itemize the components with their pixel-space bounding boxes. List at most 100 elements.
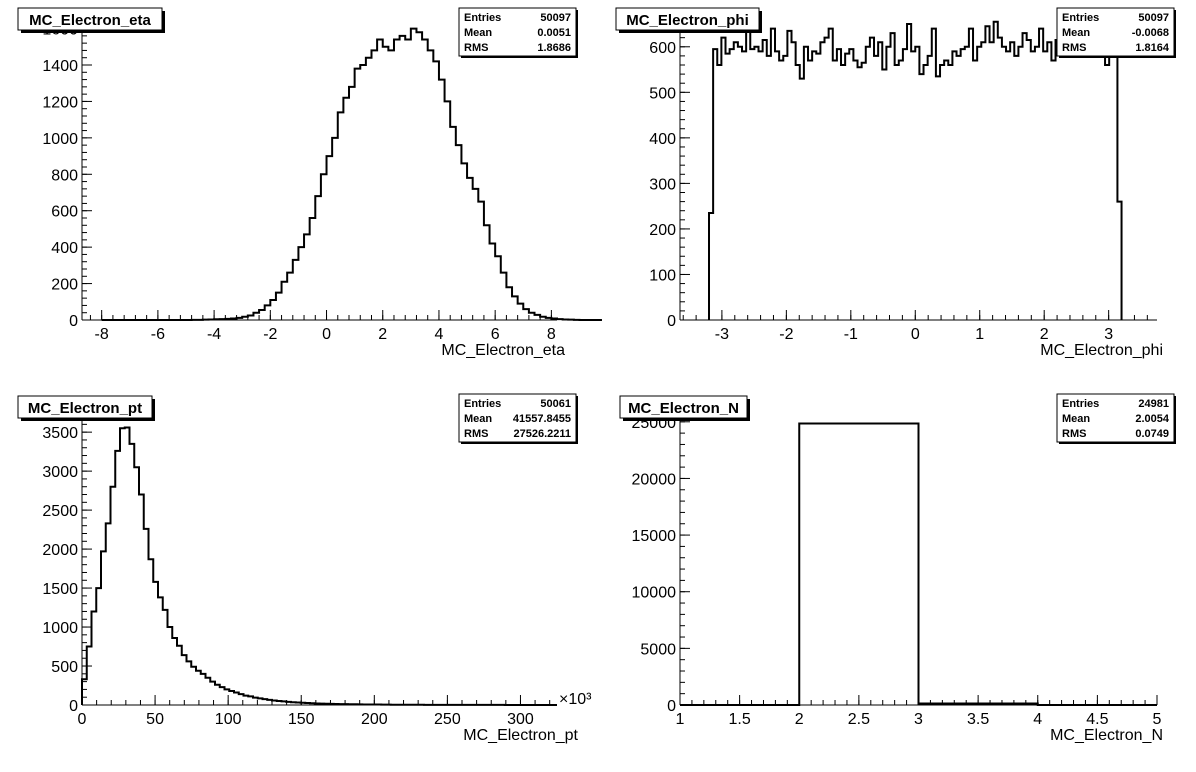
stats-value: 0.0749 [1135, 428, 1169, 440]
x-tick-label: 2 [795, 711, 804, 728]
stats-label: Mean [464, 27, 492, 39]
x-tick-label: -3 [715, 326, 729, 343]
title-box [17, 7, 163, 31]
x-tick-label: 100 [215, 711, 242, 728]
stats-value: 1.8686 [537, 42, 571, 54]
histogram-pad-2: 0 50 100 150 200 250 3000500100015002000250030… [17, 393, 592, 744]
x-tick-label: -2 [263, 326, 277, 343]
stats-box [458, 393, 577, 443]
x-tick-label: -8 [95, 326, 109, 343]
title-box [619, 395, 748, 419]
x-tick-label: -2 [779, 326, 793, 343]
x-tick-label: -6 [151, 326, 165, 343]
stats-value: 41557.8455 [513, 413, 571, 425]
y-tick-label: 500 [649, 85, 676, 102]
y-tick-label: 20000 [632, 471, 677, 488]
stats-label: RMS [1062, 428, 1086, 440]
x-tick-label: 150 [288, 711, 315, 728]
y-tick-label: 15000 [632, 528, 677, 545]
y-tick-label: 500 [51, 659, 78, 676]
y-tick-label: 0 [667, 698, 676, 715]
x-tick-label: -1 [844, 326, 858, 343]
x-tick-label: 1 [975, 326, 984, 343]
y-tick-label: 2000 [42, 542, 78, 559]
histogram-bars [680, 422, 1157, 706]
histogram-bars [708, 20, 1123, 320]
stats-label: Entries [464, 398, 501, 410]
y-tick-label: 2500 [42, 503, 78, 520]
y-tick-label: 1000 [42, 620, 78, 637]
y-tick-label: 0 [667, 313, 676, 330]
y-tick-label: 0 [69, 313, 78, 330]
stats-value: 27526.2211 [513, 428, 571, 440]
y-tick-label: 200 [649, 222, 676, 239]
stats-value: 50061 [540, 398, 571, 410]
stats-value: 0.0051 [537, 27, 571, 39]
x-tick-label: 1.5 [729, 711, 751, 728]
stats-box [458, 7, 577, 57]
x-tick-label: 3 [914, 711, 923, 728]
stats-value: 24981 [1138, 398, 1169, 410]
x-tick-label: 3.5 [967, 711, 989, 728]
histogram-pad-1: -3 -2 -1 0 1 2 3 0 100 200 300 400 500 600 MC_Electron… [615, 7, 1176, 359]
x-tick-label: 6 [491, 326, 500, 343]
x-exponent-label: ×10³ [559, 691, 592, 708]
stats-value: 50097 [540, 12, 571, 24]
stats-value: -0.0068 [1132, 27, 1169, 39]
y-tick-label: 3500 [42, 425, 78, 442]
stats-label: Entries [1062, 12, 1099, 24]
x-tick-label: 0 [322, 326, 331, 343]
x-tick-label: 250 [434, 711, 461, 728]
y-tick-label: 200 [51, 277, 78, 294]
x-tick-label: -4 [207, 326, 221, 343]
y-tick-label: 400 [51, 240, 78, 257]
x-tick-label: 4.5 [1086, 711, 1108, 728]
x-axis-title: MC_Electron_eta [441, 342, 565, 359]
stats-label: RMS [464, 428, 488, 440]
histogram-title: MC_Electron_eta [29, 12, 151, 29]
x-tick-label: 2.5 [848, 711, 870, 728]
histogram-title: MC_Electron_phi [626, 12, 749, 29]
histogram-title: MC_Electron_N [628, 400, 739, 417]
stats-label: RMS [464, 42, 488, 54]
y-tick-label: 100 [649, 267, 676, 284]
y-tick-label: 300 [649, 176, 676, 193]
y-tick-label: 1200 [42, 94, 78, 111]
y-tick-label: 600 [51, 204, 78, 221]
stats-label: Entries [1062, 398, 1099, 410]
x-tick-label: 5 [1153, 711, 1162, 728]
stats-label: Mean [1062, 413, 1090, 425]
y-tick-label: 1400 [42, 58, 78, 75]
x-tick-label: 2 [1040, 326, 1049, 343]
stats-value: 1.8164 [1135, 42, 1170, 54]
x-tick-label: 50 [146, 711, 164, 728]
x-tick-label: 4 [434, 326, 443, 343]
x-tick-label: 0 [911, 326, 920, 343]
x-tick-label: 1 [676, 711, 685, 728]
stats-value: 50097 [1138, 12, 1169, 24]
x-tick-label: 2 [378, 326, 387, 343]
x-tick-label: 0 [78, 711, 87, 728]
y-tick-label: 0 [69, 698, 78, 715]
x-tick-label: 300 [507, 711, 534, 728]
x-tick-label: 3 [1104, 326, 1113, 343]
x-axis-title: MC_Electron_phi [1040, 342, 1163, 359]
y-tick-label: 1500 [42, 581, 78, 598]
title-box [17, 395, 153, 419]
stats-value: 2.0054 [1135, 413, 1170, 425]
y-tick-label: 600 [649, 40, 676, 57]
x-tick-label: 8 [547, 326, 556, 343]
stats-label: Entries [464, 12, 501, 24]
stats-label: RMS [1062, 42, 1086, 54]
y-tick-label: 10000 [632, 585, 677, 602]
y-tick-label: 3000 [42, 464, 78, 481]
y-tick-label: 5000 [640, 641, 676, 658]
histogram-bars [101, 27, 602, 321]
stats-label: Mean [464, 413, 492, 425]
title-box [615, 7, 760, 31]
x-axis-title: MC_Electron_N [1050, 727, 1163, 744]
histogram-title: MC_Electron_pt [28, 400, 142, 417]
stats-box [1056, 7, 1175, 57]
stats-box [1056, 393, 1175, 443]
